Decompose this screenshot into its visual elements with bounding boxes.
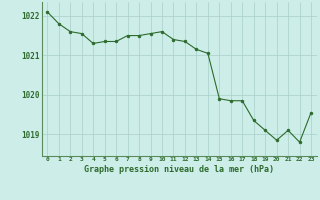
X-axis label: Graphe pression niveau de la mer (hPa): Graphe pression niveau de la mer (hPa) bbox=[84, 165, 274, 174]
